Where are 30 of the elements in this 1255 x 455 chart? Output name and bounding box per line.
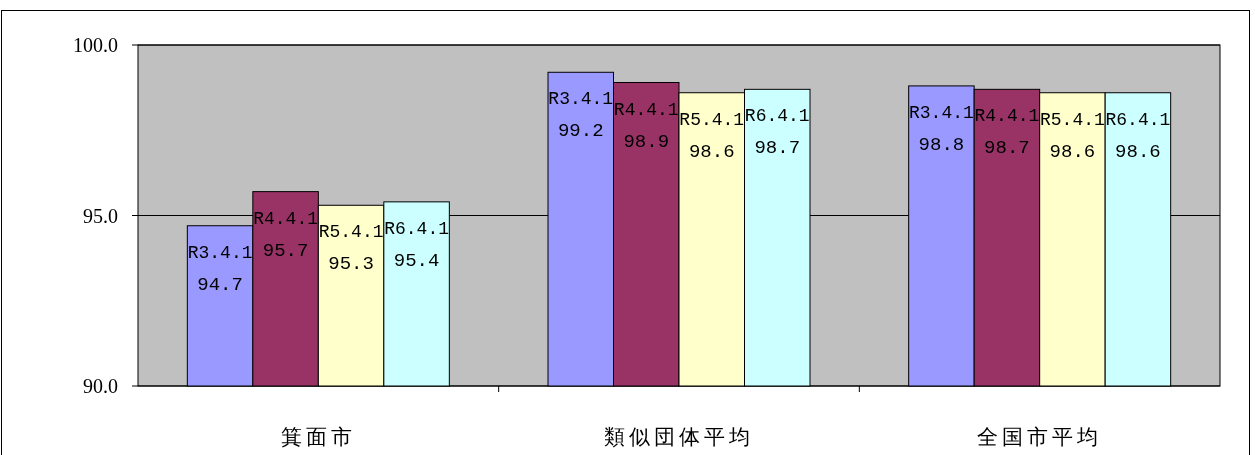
data-label: 98.7 (754, 137, 801, 160)
data-label: 95.4 (393, 249, 440, 272)
y-tick-label: 90.0 (83, 375, 118, 397)
x-tick-label: 類似団体平均 (604, 425, 754, 449)
text: R5.4.1 (679, 109, 745, 130)
series-label: R6.4.1 (1105, 109, 1171, 130)
data-label: 98.9 (623, 130, 670, 153)
x-tick-label: 箕面市 (280, 425, 356, 449)
text: R3.4.1 (909, 102, 974, 123)
x-tick-label: 全国市平均 (977, 425, 1103, 449)
text: R5.4.1 (318, 222, 384, 243)
data-label: 98.8 (918, 133, 965, 156)
data-label: 99.2 (557, 120, 604, 143)
text: R4.4.1 (974, 106, 1040, 127)
data-label: 98.6 (688, 140, 735, 163)
series-label: R4.4.1 (253, 208, 318, 229)
data-label: 98.6 (1049, 140, 1096, 163)
text: R6.4.1 (744, 106, 810, 127)
data-label: 94.7 (197, 273, 243, 296)
data-label: 95.3 (328, 253, 374, 276)
text: R3.4.1 (548, 89, 614, 110)
text: R4.4.1 (613, 99, 679, 120)
series-label: R3.4.1 (187, 242, 253, 263)
y-tick-label: 100.0 (73, 34, 118, 56)
data-label: 98.6 (1115, 140, 1161, 163)
data-label: 98.7 (984, 137, 1030, 160)
text: R6.4.1 (384, 218, 449, 239)
data-label: 95.7 (262, 239, 309, 262)
series-label: R5.4.1 (1040, 109, 1105, 130)
y-tick-label: 95.0 (83, 204, 118, 227)
